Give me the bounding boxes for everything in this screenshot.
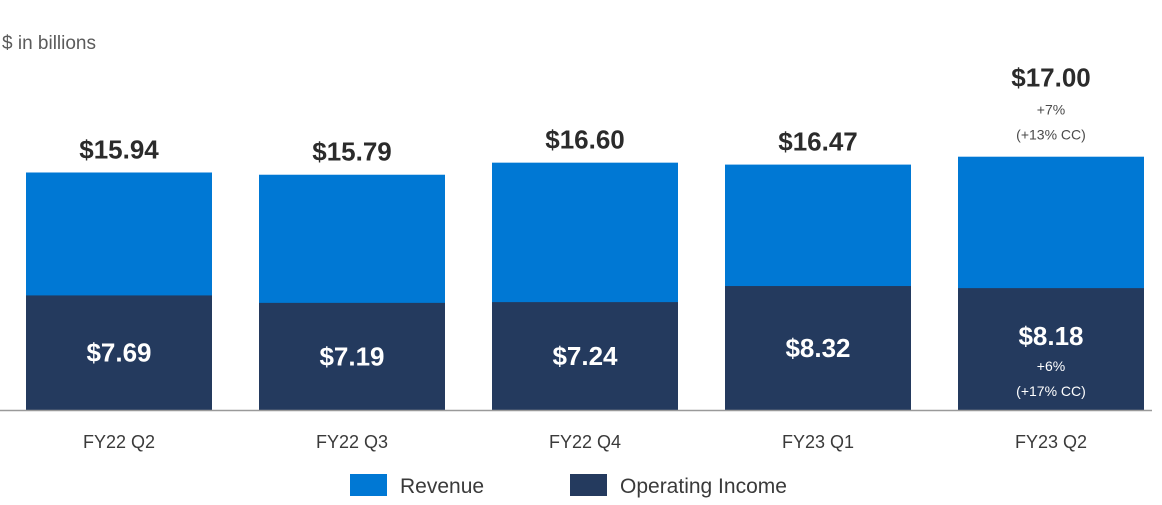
- labels-layer: $15.94 $7.69 FY22 Q2 $15.79 $7.19 FY22 Q3 $16.…: [79, 63, 1091, 452]
- legend-label-revenue: Revenue: [400, 475, 484, 498]
- legend-swatch-revenue: [350, 474, 387, 496]
- operating-income-bar-fy23-q1: [725, 286, 911, 410]
- operating-income-bar-fy22-q3: [259, 302, 445, 410]
- revenue-value-label-fy23-q1: $16.47: [778, 127, 858, 157]
- x-tick-label-fy23-q1: FY23 Q1: [782, 432, 854, 452]
- revenue-growth-label: (+13% CC): [1016, 127, 1086, 143]
- revenue-value-label-fy23-q2: $17.00: [1011, 63, 1091, 93]
- legend-swatch-operating-income: [570, 474, 607, 496]
- operating-income-value-label-fy22-q3: $7.19: [319, 341, 384, 371]
- legend: Revenue Operating Income: [350, 474, 787, 498]
- revenue-value-label-fy22-q3: $15.79: [312, 137, 392, 167]
- operating-income-value-label-fy22-q4: $7.24: [552, 341, 618, 371]
- operating-income-bar-fy22-q2: [26, 295, 212, 410]
- bars-layer: [26, 156, 1144, 410]
- x-tick-label-fy23-q2: FY23 Q2: [1015, 432, 1087, 452]
- x-tick-label-fy22-q4: FY22 Q4: [549, 432, 621, 452]
- operating-income-value-label-fy23-q2: $8.18: [1018, 321, 1083, 351]
- revenue-value-label-fy22-q2: $15.94: [79, 134, 159, 164]
- legend-label-operating-income: Operating Income: [620, 475, 787, 498]
- operating-income-value-label-fy22-q2: $7.69: [86, 338, 151, 368]
- operating-income-bar-fy23-q2: [958, 288, 1144, 410]
- x-tick-label-fy22-q3: FY22 Q3: [316, 432, 388, 452]
- revenue-growth-label: +7%: [1037, 102, 1065, 118]
- operating-income-growth-label: (+17% CC): [1016, 383, 1086, 399]
- operating-income-value-label-fy23-q1: $8.32: [785, 333, 850, 363]
- unit-label: $ in billions: [2, 33, 96, 54]
- operating-income-bar-fy22-q4: [492, 302, 678, 410]
- x-tick-label-fy22-q2: FY22 Q2: [83, 432, 155, 452]
- operating-income-growth-label: +6%: [1037, 358, 1065, 374]
- revenue-value-label-fy22-q4: $16.60: [545, 125, 625, 155]
